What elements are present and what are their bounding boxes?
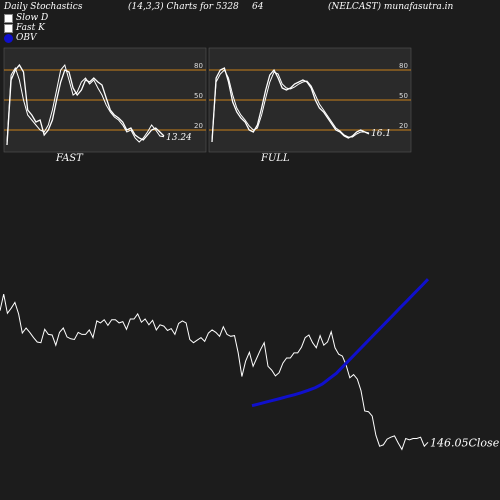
header-params: (14,3,3) Charts for 5328 [128,2,239,12]
legend-swatch [4,13,13,23]
close-price-label: 146.05Close [430,436,500,449]
full-level-label: 20 [399,122,408,130]
full-panel-title: FULL [261,153,290,164]
fast-level-label: 80 [194,62,203,70]
legend-slow-d: Slow D [4,13,48,23]
full-last-value-label: 16.1 [371,129,391,139]
full-series-0-line [211,67,370,143]
legend-obv: OBV [4,33,37,43]
legend-fast-k: Fast K [4,23,45,33]
full-level-label: 50 [399,92,408,100]
full-series-1-line [211,69,370,141]
obv-line [251,278,430,408]
legend-label: OBV [16,33,37,43]
fast-level-label: 20 [194,122,203,130]
close-price-line [0,293,429,451]
legend-label: Slow D [16,13,49,23]
legend-label: Fast K [16,23,45,33]
header-title: Daily Stochastics [4,2,83,12]
fast-level-label: 50 [194,92,203,100]
header-source: (NELCAST) munafasutra.in [328,2,454,12]
legend-swatch [4,33,13,43]
fast-panel-title: FAST [56,153,83,164]
full-level-label: 80 [399,62,408,70]
fast-series-0-line [6,63,165,146]
fast-last-value-label: 13.24 [166,133,192,143]
fast-series-1-line [6,63,165,143]
legend-swatch [4,23,13,33]
header-code: 64 [252,2,264,12]
